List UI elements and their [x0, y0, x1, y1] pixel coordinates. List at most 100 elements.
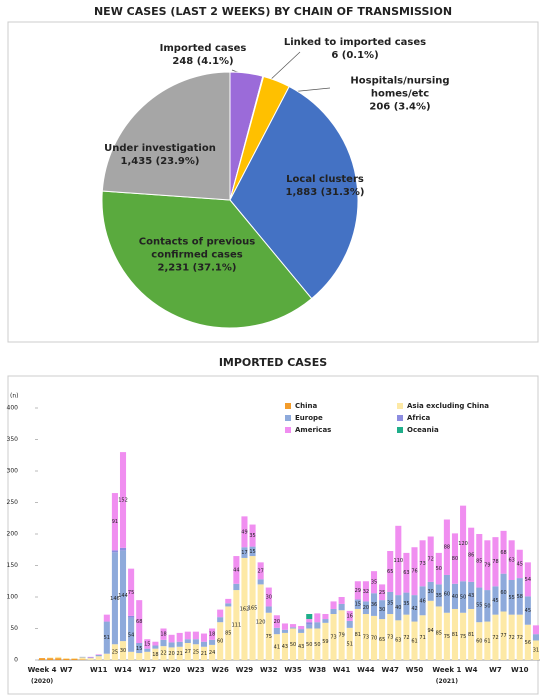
pie-label-value: 6 (0.1%)	[331, 50, 379, 61]
data-label: 43	[468, 593, 474, 599]
bar-segment	[111, 550, 118, 553]
data-label: 45	[492, 598, 498, 604]
bar-segment	[468, 527, 475, 582]
data-label: 20	[168, 651, 174, 657]
data-label: 35	[436, 593, 442, 599]
legend-label: Africa	[407, 414, 430, 422]
pie-label: Contacts of previous confirmed cases 2,23…	[132, 236, 262, 275]
pie-slice	[101, 71, 231, 201]
bar-segment	[516, 549, 523, 579]
x-tick-label: W41	[333, 666, 351, 674]
bar-segment	[209, 644, 216, 660]
bar-segment	[435, 552, 442, 585]
data-label: 15	[249, 549, 255, 555]
bar-segment	[79, 656, 86, 658]
data-label: 40	[452, 594, 458, 600]
data-label: 50	[436, 566, 442, 572]
bar-segment	[532, 625, 539, 635]
bar-segment	[111, 644, 118, 660]
bar-segment	[346, 620, 353, 628]
bar-segment	[524, 624, 531, 660]
bar-segment	[160, 639, 167, 647]
x-tick-label: W23	[187, 666, 205, 674]
pie-panel	[7, 21, 539, 343]
chart-title: IMPORTED CASES	[219, 356, 327, 369]
y-tick-label: 50	[10, 625, 18, 632]
bar-segment	[168, 647, 175, 660]
pie-slice	[229, 85, 359, 300]
bar-segment	[419, 540, 426, 587]
x-tick-label: W17	[139, 666, 157, 674]
bar-segment	[306, 622, 313, 625]
x-tick-label: W38	[309, 666, 327, 674]
data-label: 17	[241, 550, 247, 556]
pie-label-value: 1,435 (23.9%)	[120, 156, 200, 167]
pie-label-value: 2,231 (37.1%)	[157, 262, 237, 274]
bar-segment	[55, 658, 62, 660]
bar-segment	[200, 641, 208, 647]
data-label: 50	[290, 642, 296, 648]
x-tick-label: W50	[406, 666, 424, 674]
data-label: 144	[118, 593, 128, 599]
x-tick-label: W7	[489, 666, 502, 674]
data-label: 81	[452, 632, 458, 638]
bar-segment	[273, 627, 280, 635]
bar-segment	[184, 639, 191, 643]
legend-swatch	[285, 427, 291, 433]
bar-segment	[111, 493, 118, 551]
data-label: 15	[144, 641, 150, 647]
bar-segment	[168, 634, 175, 643]
pie-label-name: Linked to imported cases	[283, 37, 427, 48]
pie-label-value: 206 (3.4%)	[369, 101, 431, 113]
data-label: 50	[314, 642, 320, 648]
bar-segment	[387, 551, 394, 592]
bar-segment	[484, 621, 491, 660]
bar-segment	[217, 622, 224, 660]
bar-segment	[257, 579, 264, 585]
data-label: 55	[476, 602, 482, 608]
bar-segment	[387, 614, 394, 660]
bar-segment	[290, 627, 297, 629]
data-label: 86	[468, 552, 474, 558]
bar-segment	[419, 615, 426, 660]
data-label: 81	[468, 632, 474, 638]
x-tick-label: Week 4 (2020)	[28, 666, 57, 685]
data-label: 42	[411, 606, 417, 612]
legend-swatch	[397, 403, 403, 409]
bar-segment	[451, 533, 459, 584]
data-label: 15	[136, 646, 142, 652]
data-label: 81	[355, 632, 361, 638]
chart-title: NEW CASES (LAST 2 WEEKS) BY CHAIN OF TRA…	[94, 5, 452, 18]
bar-segment	[209, 639, 216, 645]
data-label: 18	[152, 652, 158, 658]
bar-segment	[354, 581, 361, 600]
data-label: 36	[371, 602, 377, 608]
bar-segment	[103, 621, 110, 654]
bar-segment	[492, 586, 499, 615]
data-label: 152	[118, 497, 128, 503]
data-label: 85	[476, 558, 482, 564]
bar-segment	[200, 633, 208, 642]
data-label: 25	[193, 650, 199, 656]
y-tick-label: 200	[7, 531, 19, 538]
bar-segment	[460, 612, 467, 660]
bar-segment	[379, 584, 386, 601]
pie-slice	[101, 190, 313, 329]
bar-segment	[306, 614, 313, 620]
bar-segment	[241, 557, 248, 660]
bar-segment	[314, 622, 321, 629]
bar-segment	[500, 573, 507, 612]
bar-segment	[184, 631, 191, 640]
bar-segment	[233, 583, 240, 591]
legend-swatch	[397, 415, 403, 421]
bar-segment	[209, 628, 216, 640]
bar-segment	[435, 584, 442, 607]
data-label: 50	[484, 603, 490, 609]
data-label: 85	[225, 631, 231, 637]
data-label: 30	[120, 648, 126, 654]
data-label: 75	[444, 634, 450, 640]
data-label: 78	[492, 559, 498, 565]
bar-segment	[362, 614, 369, 660]
bar-segment	[160, 646, 167, 660]
